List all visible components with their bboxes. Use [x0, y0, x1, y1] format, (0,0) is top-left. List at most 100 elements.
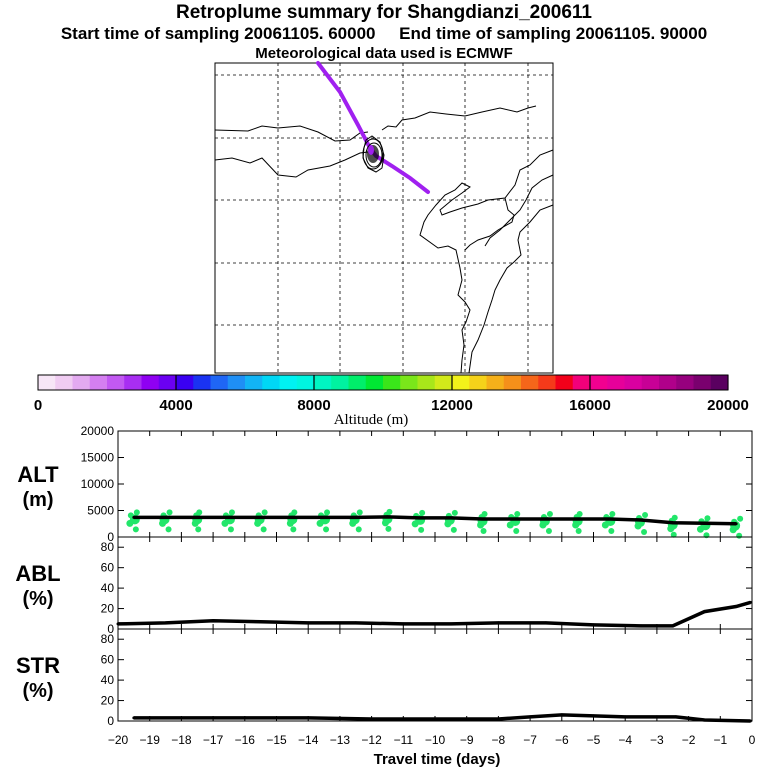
altitude-particle-dot: [356, 509, 363, 516]
colorbar-tick-label: 4000: [159, 397, 192, 414]
altitude-particle-dot: [670, 531, 677, 538]
data-point: [401, 622, 405, 626]
y-tick-label: 20: [101, 694, 115, 708]
colorbar-swatch: [279, 375, 298, 390]
data-point: [354, 621, 358, 625]
data-point: [592, 714, 595, 718]
data-point: [116, 622, 120, 626]
y-tick-label: 60: [101, 561, 115, 575]
y-tick-label: 60: [101, 653, 115, 667]
data-point: [179, 716, 183, 720]
colorbar-swatch: [331, 375, 350, 390]
colorbar-tick-label: 12000: [431, 397, 473, 414]
altitude-particle-dot: [608, 527, 615, 534]
colorbar-tick-label: 16000: [569, 397, 611, 414]
altitude-particle-dot: [737, 515, 744, 522]
x-tick-label: −1: [713, 733, 727, 747]
panel-frame: [117, 628, 753, 722]
x-tick-label: −16: [235, 733, 256, 747]
figure-title: Retroplume summary for Shangdianzi_20061…: [175, 2, 593, 23]
colorbar-swatch: [176, 375, 194, 390]
colorbar-swatch: [262, 375, 281, 390]
colorbar-swatch: [452, 375, 470, 390]
sampling-times: Start time of sampling 20061105. 60000 E…: [0, 24, 768, 44]
colorbar-title: Altitude (m): [334, 412, 409, 428]
colorbar-swatch: [141, 375, 160, 390]
y-tick-label: 80: [101, 540, 115, 554]
y-tick-label: 20000: [81, 424, 115, 438]
data-point: [623, 715, 627, 719]
x-tick-label: −14: [298, 733, 319, 747]
altitude-particle-dot: [261, 509, 268, 516]
data-point: [385, 515, 389, 519]
data-point: [259, 515, 263, 519]
map-gridlines: [215, 63, 553, 373]
data-point: [748, 600, 752, 604]
altitude-particle-dot: [451, 509, 458, 516]
panel-yunit: (%): [22, 588, 53, 610]
altitude-particle-dot: [546, 510, 553, 517]
panel-ylabel: ABL: [15, 561, 60, 586]
y-tick-label: 40: [101, 581, 115, 595]
altitude-particle-dot: [514, 510, 521, 517]
x-tick-label: −9: [460, 733, 474, 747]
data-point: [639, 518, 643, 522]
x-tick-label: −19: [140, 733, 161, 747]
data-point: [496, 717, 500, 721]
data-point: [702, 718, 706, 722]
data-point: [211, 619, 215, 623]
x-tick-label: −7: [523, 733, 537, 747]
map-frame: [214, 62, 554, 374]
colorbar-swatch: [245, 375, 263, 390]
altitude-particle-dot: [132, 526, 139, 533]
colorbar-tick-label: 8000: [297, 397, 330, 414]
x-tick-label: −4: [618, 733, 632, 747]
altitude-particle-dot: [127, 512, 134, 519]
data-point: [449, 622, 453, 626]
altitude-particle-dot: [228, 509, 235, 516]
colorbar-swatch: [538, 375, 557, 390]
colorbar-frame: [37, 374, 729, 391]
panel-yunit: (m): [22, 489, 53, 511]
colorbar-swatch: [641, 375, 660, 390]
data-point: [496, 621, 500, 625]
data-point: [734, 522, 738, 526]
panel-frame: [117, 536, 753, 630]
panel-ylabel: ALT: [17, 462, 59, 487]
data-point: [560, 713, 564, 717]
colorbar-swatch: [555, 375, 574, 390]
altitude-colorbar: [37, 374, 729, 391]
series-line-alt: [133, 515, 737, 526]
sampling-end-label: End time of sampling 20061105. 90000: [399, 24, 708, 43]
x-tick-label: −6: [555, 733, 569, 747]
sampling-start-label: Start time of sampling 20061105. 60000: [60, 24, 376, 43]
colorbar-tick-label: 20000: [707, 397, 749, 414]
altitude-particle-dot: [704, 515, 711, 522]
y-tick-label: 10000: [81, 477, 115, 491]
data-point: [132, 515, 136, 519]
data-point: [354, 515, 358, 519]
data-point: [243, 716, 247, 720]
y-tick-label: 0: [107, 622, 114, 636]
data-point: [512, 517, 516, 521]
colorbar-swatch: [486, 375, 505, 390]
altitude-particle-dot: [480, 527, 487, 534]
data-point: [639, 624, 643, 628]
y-tick-label: 80: [101, 632, 115, 646]
panel-ylabel: STR: [16, 653, 60, 678]
colorbar-swatch: [314, 375, 332, 390]
panel-abl: 0 20 40 60 80 ABL(%): [15, 536, 753, 636]
x-tick-label: −20: [108, 733, 129, 747]
colorbar-swatch: [158, 375, 177, 390]
altitude-particle-dot: [195, 526, 202, 533]
x-tick-label: −18: [171, 733, 192, 747]
y-tick-label: 20: [101, 602, 115, 616]
data-point: [306, 621, 310, 625]
data-point: [734, 605, 738, 609]
colorbar-swatch: [365, 375, 384, 390]
data-point: [702, 610, 706, 614]
altitude-particle-dot: [418, 526, 425, 533]
colorbar-swatch: [227, 375, 246, 390]
y-tick-label: 0: [107, 714, 114, 728]
